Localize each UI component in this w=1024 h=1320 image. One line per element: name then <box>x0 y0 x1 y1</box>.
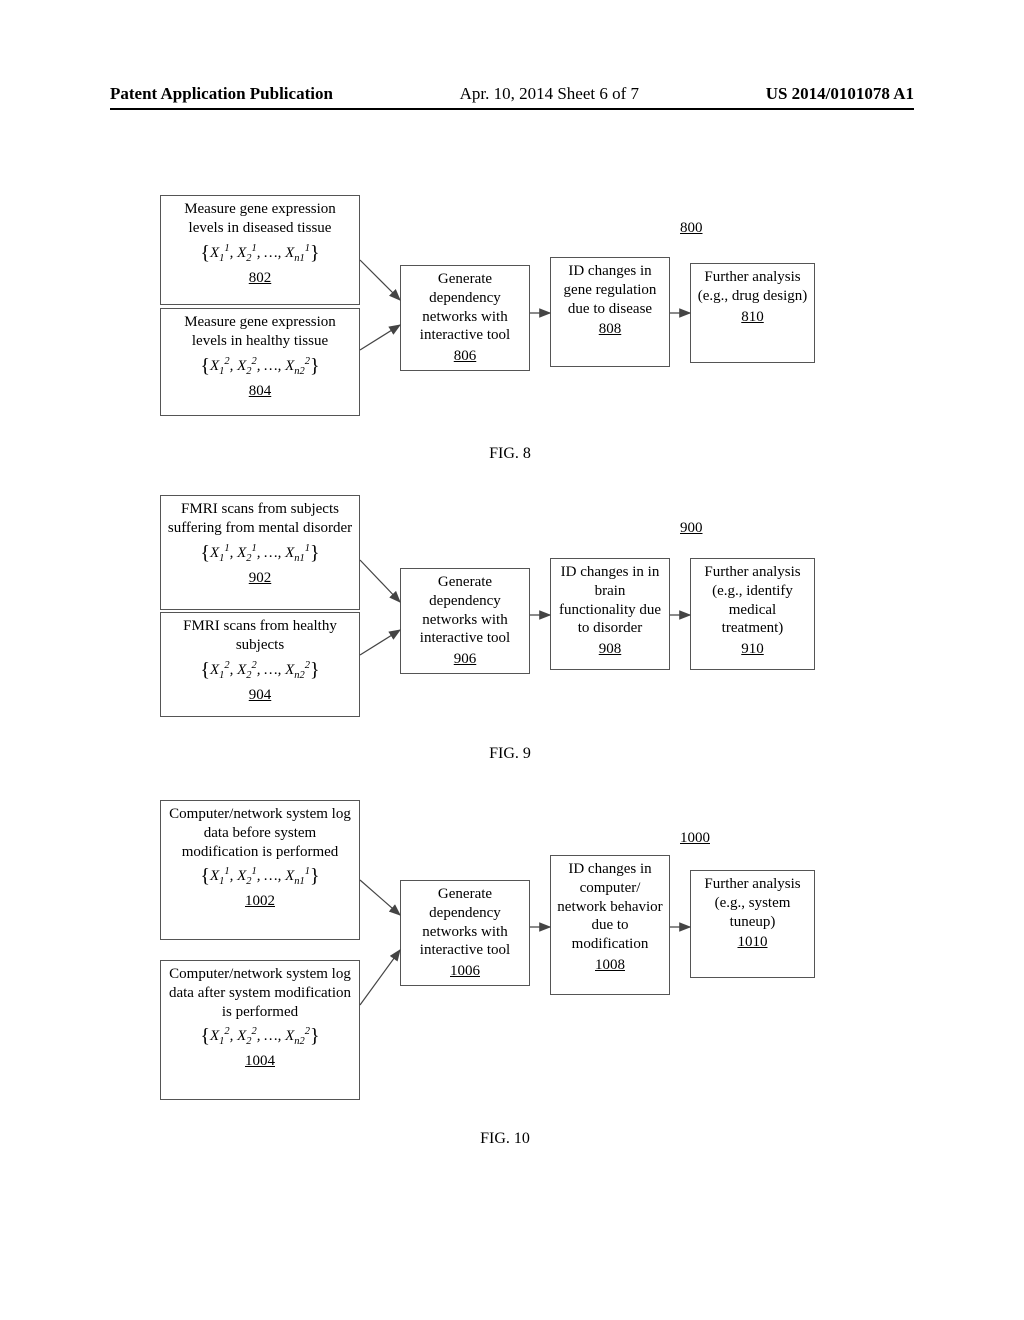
figure-label: FIG. 10 <box>455 1130 555 1148</box>
diagram-canvas: 800 FIG. 8 Measure gene expression levels … <box>0 0 1024 1320</box>
flowchart-node-fa: Further analysis (e.g., drug design)810 <box>690 263 815 363</box>
figure-label: FIG. 8 <box>460 445 560 463</box>
flowchart-node-id: ID changes in in brain functionality due… <box>550 558 670 670</box>
figure-label: FIG. 9 <box>460 745 560 763</box>
flowchart-node-id: ID changes in computer/ network behavior… <box>550 855 670 995</box>
flowchart-node-gen: Generate dependency networks with intera… <box>400 265 530 371</box>
figure-ref: 900 <box>680 520 703 537</box>
flowchart-node-in1: Measure gene expression levels in diseas… <box>160 195 360 305</box>
flowchart-node-in2: Measure gene expression levels in health… <box>160 308 360 416</box>
flowchart-node-in1: Computer/network system log data before … <box>160 800 360 940</box>
flowchart-node-in2: FMRI scans from healthy subjects{X12, X2… <box>160 612 360 717</box>
flowchart-node-gen: Generate dependency networks with intera… <box>400 568 530 674</box>
flowchart-node-gen: Generate dependency networks with intera… <box>400 880 530 986</box>
figure-ref: 1000 <box>680 830 710 847</box>
flowchart-node-fa: Further analysis (e.g., system tuneup)10… <box>690 870 815 978</box>
figure-ref: 800 <box>680 220 703 237</box>
flowchart-node-in2: Computer/network system log data after s… <box>160 960 360 1100</box>
flowchart-node-id: ID changes in gene regulation due to dis… <box>550 257 670 367</box>
flowchart-node-in1: FMRI scans from subjects suffering from … <box>160 495 360 610</box>
flowchart-node-fa: Further analysis (e.g., identify medical… <box>690 558 815 670</box>
